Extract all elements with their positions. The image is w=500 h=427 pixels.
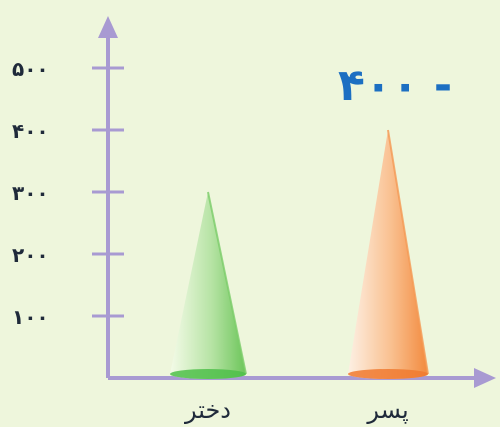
cone-base (170, 369, 246, 379)
y-axis-arrow (98, 16, 118, 38)
x-axis-arrow (474, 368, 496, 388)
cone-edge (207, 191, 247, 375)
cone-edge (387, 129, 429, 375)
y-tick-label: ۲۰۰ (12, 243, 49, 267)
y-tick-label: ۳۰۰ (12, 181, 49, 205)
cones (170, 129, 429, 379)
y-tick-label: ۵۰۰ (12, 57, 49, 81)
cone-1 (170, 191, 247, 379)
x-category-label: پسر (366, 396, 408, 424)
x-category-labels: دختر پسر (184, 396, 409, 424)
cone-body (170, 192, 246, 379)
value-annotation: ۴۰۰ - (338, 60, 452, 111)
cone-base (348, 369, 428, 379)
cone-2 (348, 129, 429, 379)
y-tick-label: ۱۰۰ (12, 305, 49, 329)
x-category-label: دختر (184, 396, 231, 424)
cone-body (348, 130, 428, 379)
y-ticks: ۱۰۰ ۲۰۰ ۳۰۰ ۴۰۰ ۵۰۰ (12, 57, 124, 329)
y-tick-label: ۴۰۰ (12, 119, 49, 143)
axes (98, 16, 496, 388)
